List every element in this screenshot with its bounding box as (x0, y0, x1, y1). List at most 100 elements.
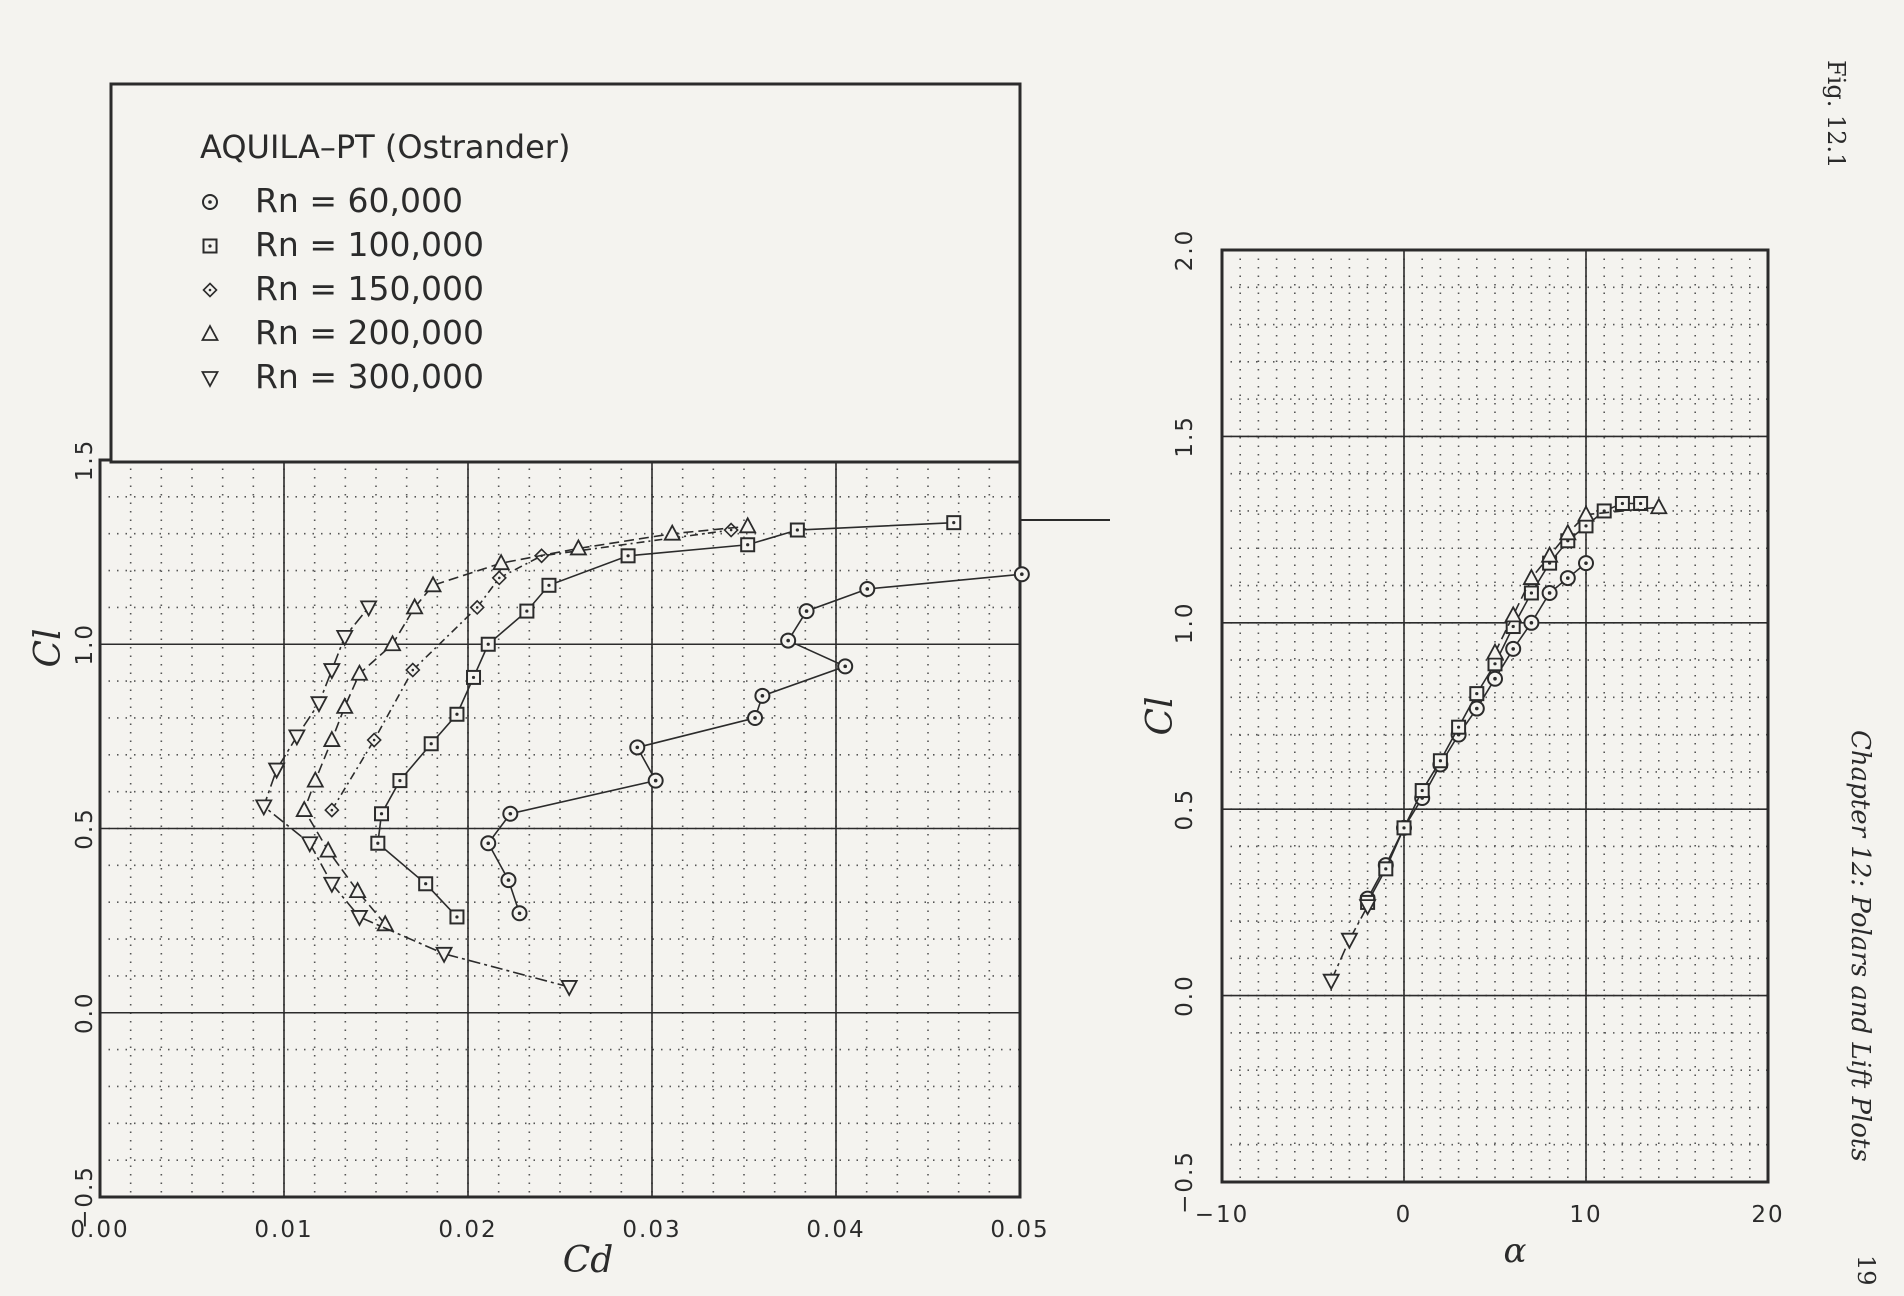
data-point (620, 548, 636, 564)
series-triangle-down (1322, 899, 1377, 991)
series-circle-dot (1359, 555, 1594, 907)
series-square-dot (370, 515, 962, 925)
data-point (1522, 568, 1541, 585)
data-point (480, 636, 496, 652)
marker-triangle-down (1322, 973, 1341, 991)
marker-center (1639, 501, 1643, 506)
data-point (322, 663, 341, 680)
chapter-title: Chapter 12: Polars and Lift Plots (1845, 730, 1875, 1162)
figure-label: Fig. 12.1 (1822, 60, 1850, 169)
data-point (1340, 932, 1359, 950)
legend-label: Rn = 300,000 (255, 357, 484, 396)
marker-center (1493, 676, 1497, 681)
marker-center (1457, 725, 1461, 729)
data-point (449, 706, 465, 722)
marker-center (753, 716, 757, 720)
marker-center (1529, 591, 1533, 595)
y-axis-label: Cl (1140, 696, 1181, 735)
marker-triangle-down (560, 980, 579, 997)
marker-triangle-up (383, 634, 402, 652)
marker-center (398, 778, 402, 783)
page-number: 19 (1852, 1255, 1880, 1286)
data-point (946, 515, 962, 531)
data-point (370, 835, 386, 851)
data-point (359, 600, 378, 618)
legend-label: Rn = 100,000 (255, 225, 484, 264)
data-point (1559, 570, 1576, 587)
data-point (423, 736, 439, 752)
marker-triangle-down (200, 371, 220, 388)
marker-center (525, 609, 529, 613)
data-point (424, 575, 443, 593)
x-tick-label: 0 (1396, 1202, 1413, 1228)
marker-triangle-up (200, 324, 220, 341)
marker-center (411, 668, 415, 672)
data-point (1322, 973, 1341, 991)
marker-center (471, 675, 476, 680)
data-point (723, 522, 739, 538)
marker-center (424, 882, 428, 886)
series-circle-dot (480, 566, 1030, 922)
marker-triangle-down (309, 696, 328, 714)
marker-center (1620, 501, 1624, 506)
data-point (374, 806, 390, 822)
marker-center (1475, 706, 1479, 711)
marker-triangle-up (295, 800, 314, 817)
legend-marker (200, 324, 220, 341)
marker-triangle-down (322, 876, 341, 894)
marker-center (508, 811, 513, 816)
marker-triangle-up (569, 538, 588, 556)
data-point (324, 802, 340, 818)
x-tick-label: 0.02 (438, 1217, 497, 1243)
marker-triangle-up (306, 770, 325, 788)
marker-triangle-up (322, 730, 341, 747)
legend-label: Rn = 60,000 (255, 181, 463, 220)
data-point (1649, 497, 1668, 515)
marker-triangle-down (335, 629, 354, 647)
marker-center (760, 694, 765, 698)
data-point (435, 946, 454, 964)
marker-center (1584, 524, 1588, 528)
marker-center (1602, 509, 1606, 513)
series-line (1366, 562, 1587, 900)
data-point (780, 632, 797, 649)
data-point (418, 876, 434, 892)
marker-triangle-up (350, 663, 369, 681)
marker-center (455, 915, 459, 919)
data-point (1614, 496, 1630, 512)
marker-triangle-up (1485, 642, 1505, 660)
data-point (309, 696, 328, 714)
marker-center (1584, 561, 1588, 565)
marker-center (455, 712, 459, 716)
y-tick-label: 2.0 (1172, 229, 1198, 272)
legend-marker (200, 371, 220, 388)
data-point (348, 881, 367, 899)
y-tick-label: 0.5 (72, 807, 98, 850)
marker-triangle-down (1358, 899, 1377, 917)
marker-center (865, 587, 870, 591)
marker-center (429, 742, 433, 746)
series-line (1330, 905, 1369, 982)
data-point (1558, 523, 1577, 541)
marker-triangle-up (348, 881, 367, 899)
data-point (287, 729, 306, 747)
series-diamond-dot (324, 522, 739, 818)
marker-center (547, 583, 551, 587)
data-point (480, 835, 497, 852)
data-point (1013, 566, 1030, 583)
x-tick-label: 0.03 (622, 1217, 681, 1243)
x-tick-label: 0.01 (254, 1217, 313, 1243)
marker-center (1493, 662, 1497, 666)
y-tick-label: 0.0 (72, 991, 98, 1034)
legend-marker (202, 238, 218, 254)
data-point (1358, 899, 1377, 917)
data-point (1396, 820, 1412, 836)
marker-triangle-up (405, 597, 424, 615)
marker-center (208, 200, 212, 204)
series-triangle-up (1485, 497, 1668, 660)
series-line (331, 529, 732, 811)
marker-center (486, 642, 490, 646)
data-point (789, 522, 805, 538)
data-point (1578, 555, 1594, 572)
marker-center (486, 841, 491, 846)
